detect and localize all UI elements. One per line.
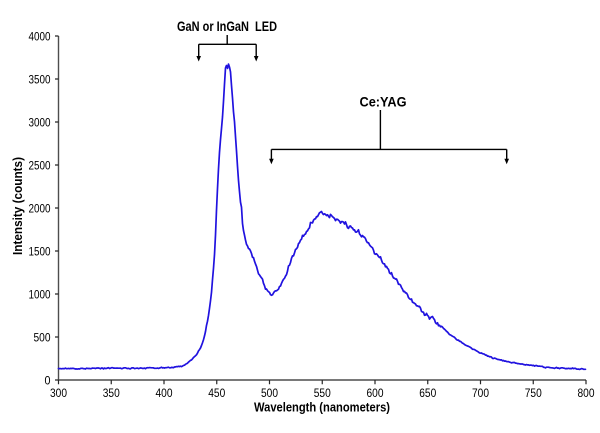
- svg-text:1000: 1000: [29, 287, 51, 301]
- svg-text:750: 750: [525, 386, 542, 400]
- svg-text:Wavelength (nanometers): Wavelength (nanometers): [254, 400, 390, 415]
- svg-text:1500: 1500: [29, 244, 51, 258]
- svg-text:2500: 2500: [29, 158, 51, 172]
- svg-text:0: 0: [45, 373, 51, 387]
- svg-text:Ce:YAG: Ce:YAG: [360, 93, 407, 109]
- svg-text:3500: 3500: [29, 72, 51, 86]
- svg-text:3000: 3000: [29, 115, 51, 129]
- svg-text:2000: 2000: [29, 201, 51, 215]
- svg-text:500: 500: [261, 386, 278, 400]
- svg-text:550: 550: [314, 386, 331, 400]
- svg-text:4000: 4000: [29, 29, 51, 43]
- svg-text:350: 350: [103, 386, 120, 400]
- svg-text:800: 800: [578, 386, 595, 400]
- svg-text:650: 650: [419, 386, 436, 400]
- svg-text:400: 400: [156, 386, 173, 400]
- svg-text:300: 300: [50, 386, 67, 400]
- svg-text:Intensity (counts): Intensity (counts): [10, 157, 25, 255]
- svg-text:GaN or InGaN LED: GaN or InGaN LED: [177, 18, 277, 34]
- svg-text:600: 600: [367, 386, 384, 400]
- svg-text:700: 700: [472, 386, 489, 400]
- svg-text:450: 450: [208, 386, 225, 400]
- svg-text:500: 500: [34, 330, 51, 344]
